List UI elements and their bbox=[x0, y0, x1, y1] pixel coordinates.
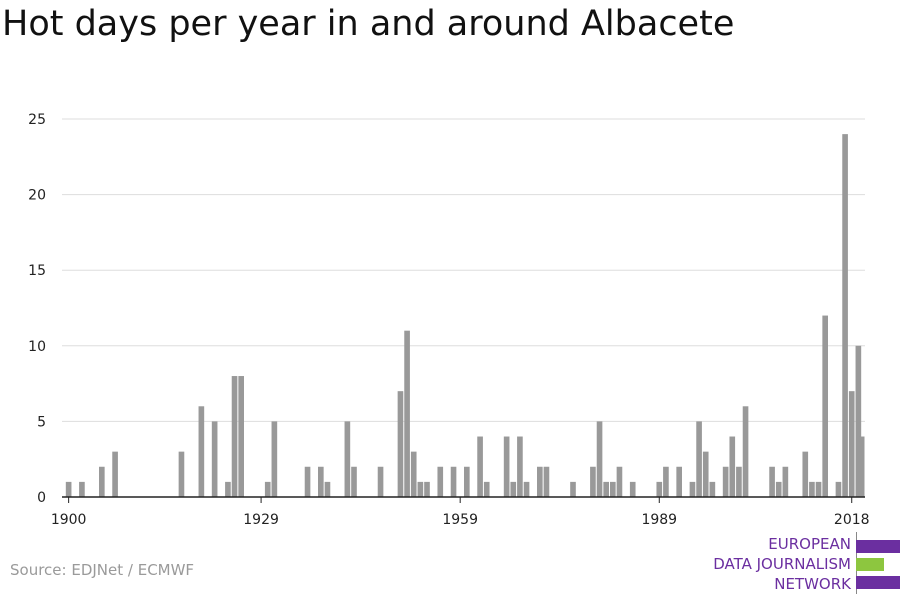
bar bbox=[736, 466, 742, 497]
bar bbox=[417, 481, 424, 497]
bar bbox=[742, 406, 749, 497]
bar bbox=[238, 376, 244, 497]
gridlines bbox=[62, 118, 865, 422]
bar bbox=[198, 406, 205, 497]
bar bbox=[264, 481, 271, 497]
bar bbox=[178, 451, 185, 497]
bar bbox=[79, 481, 85, 497]
bar bbox=[782, 466, 789, 497]
bar bbox=[351, 466, 357, 497]
bar bbox=[517, 436, 523, 497]
x-axis: 1900 1929 1959 1989 2018 bbox=[51, 496, 870, 528]
y-tick-label: 5 bbox=[37, 414, 46, 430]
logo-bar-bottom bbox=[856, 576, 900, 589]
bar bbox=[65, 481, 72, 497]
bar bbox=[464, 466, 470, 497]
bar bbox=[722, 466, 729, 497]
bar bbox=[729, 436, 736, 497]
bar bbox=[344, 421, 351, 497]
bar bbox=[477, 436, 483, 497]
chart-title: Hot days per year in and around Albacete bbox=[2, 4, 735, 44]
bar bbox=[523, 481, 530, 497]
bar bbox=[775, 481, 782, 497]
bar bbox=[225, 481, 231, 497]
bar bbox=[858, 436, 865, 497]
bar bbox=[404, 330, 410, 497]
x-tick-label: 1959 bbox=[442, 512, 478, 528]
logo-line-3: NETWORK bbox=[774, 575, 851, 593]
bar bbox=[809, 481, 815, 497]
x-tick-label: 1929 bbox=[243, 512, 279, 528]
bars bbox=[65, 134, 865, 497]
bar bbox=[835, 481, 842, 497]
bar bbox=[503, 436, 510, 497]
bar bbox=[590, 466, 596, 497]
y-tick-label: 10 bbox=[28, 339, 46, 355]
logo-bar-middle bbox=[856, 558, 884, 571]
bar bbox=[689, 481, 696, 497]
bar bbox=[324, 481, 331, 497]
logo-wordmark: EUROPEAN DATA JOURNALISM NETWORK bbox=[713, 534, 851, 594]
bar bbox=[112, 451, 118, 497]
bar bbox=[377, 466, 384, 497]
bar bbox=[510, 481, 517, 497]
bar bbox=[822, 315, 828, 497]
x-tick-label: 1900 bbox=[51, 512, 87, 528]
bar bbox=[537, 466, 543, 497]
logo-line-2: DATA JOURNALISM bbox=[713, 555, 851, 573]
y-tick-label: 25 bbox=[28, 112, 46, 128]
bar bbox=[842, 134, 848, 497]
bar bbox=[656, 481, 663, 497]
y-tick-label: 15 bbox=[28, 263, 46, 279]
bar bbox=[483, 481, 490, 497]
bar bbox=[629, 481, 636, 497]
bar bbox=[709, 481, 716, 497]
y-tick-label: 20 bbox=[28, 188, 46, 204]
bar bbox=[769, 466, 775, 497]
bar bbox=[304, 466, 311, 497]
bar bbox=[437, 466, 444, 497]
bar bbox=[543, 466, 550, 497]
bar bbox=[802, 451, 809, 497]
bar bbox=[815, 481, 822, 497]
bar bbox=[848, 391, 855, 497]
bar bbox=[696, 421, 702, 497]
bar bbox=[603, 481, 609, 497]
y-axis: 0 5 10 15 20 25 bbox=[28, 112, 46, 506]
source-note: Source: EDJNet / ECMWF bbox=[10, 561, 195, 579]
bar bbox=[596, 421, 603, 497]
bar bbox=[99, 466, 105, 497]
bar bbox=[570, 481, 576, 497]
logo-line-1: EUROPEAN bbox=[768, 535, 851, 553]
bar bbox=[610, 481, 616, 497]
bar bbox=[424, 481, 430, 497]
edjnet-logo[interactable]: EUROPEAN DATA JOURNALISM NETWORK bbox=[700, 532, 900, 594]
bar bbox=[855, 345, 862, 497]
bar bbox=[410, 451, 417, 497]
bar bbox=[450, 466, 457, 497]
bar bbox=[318, 466, 324, 497]
bar bbox=[616, 466, 623, 497]
bar bbox=[702, 451, 709, 497]
bar bbox=[676, 466, 682, 497]
bar bbox=[397, 391, 404, 497]
bar bbox=[211, 421, 218, 497]
bar bbox=[663, 466, 669, 497]
logo-bar-top bbox=[856, 540, 900, 553]
x-tick-label: 2018 bbox=[834, 512, 870, 528]
bar bbox=[231, 376, 238, 497]
x-tick-label: 1989 bbox=[641, 512, 677, 528]
bar bbox=[271, 421, 278, 497]
y-tick-label: 0 bbox=[37, 490, 46, 506]
